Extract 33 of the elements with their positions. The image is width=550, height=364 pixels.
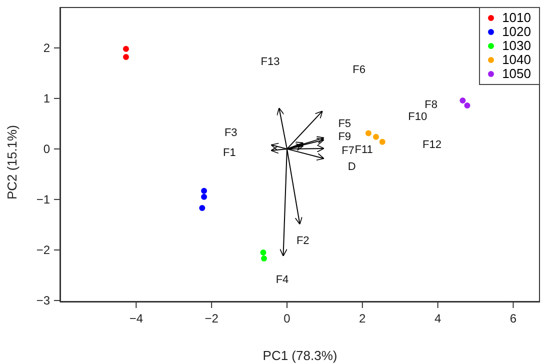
- y-tick-label: −2: [36, 243, 50, 258]
- x-tick-label: 2: [359, 312, 366, 326]
- x-axis-title: PC1 (78.3%): [262, 348, 338, 363]
- annotation: F4: [276, 274, 289, 286]
- annotation: F8: [424, 98, 438, 111]
- y-tick-label: 0: [43, 142, 50, 156]
- annotation: F7: [342, 144, 354, 157]
- annotation: F2: [296, 234, 310, 247]
- annotation: D: [348, 160, 356, 173]
- annotation: F9: [338, 131, 352, 144]
- y-axis-title: PC2 (15.1%): [4, 125, 20, 200]
- annotation: F5: [338, 118, 352, 130]
- annotation: F12: [422, 139, 442, 152]
- annotation: F3: [224, 126, 238, 139]
- legend-label: 1040: [502, 52, 531, 67]
- y-tick-label: 2: [43, 41, 50, 56]
- annotation: F11: [354, 144, 373, 156]
- x-tick-label: 0: [284, 312, 291, 326]
- y-tick-label: −3: [36, 294, 50, 308]
- legend-label: 1030: [502, 38, 531, 53]
- legend-label: 1050: [502, 66, 531, 81]
- y-tick-label: −1: [36, 192, 50, 207]
- annotation: F10: [408, 111, 428, 124]
- legend-label: 1010: [502, 10, 531, 25]
- legend-label: 1020: [502, 24, 531, 39]
- x-tick-label: −2: [204, 312, 219, 326]
- annotation: F1: [223, 147, 236, 160]
- x-tick-label: −4: [129, 312, 144, 326]
- y-tick-label: 1: [43, 92, 50, 106]
- annotation: F13: [260, 56, 280, 68]
- x-tick-label: 4: [434, 312, 442, 326]
- x-tick-label: 6: [510, 312, 517, 326]
- annotation: F6: [352, 64, 366, 76]
